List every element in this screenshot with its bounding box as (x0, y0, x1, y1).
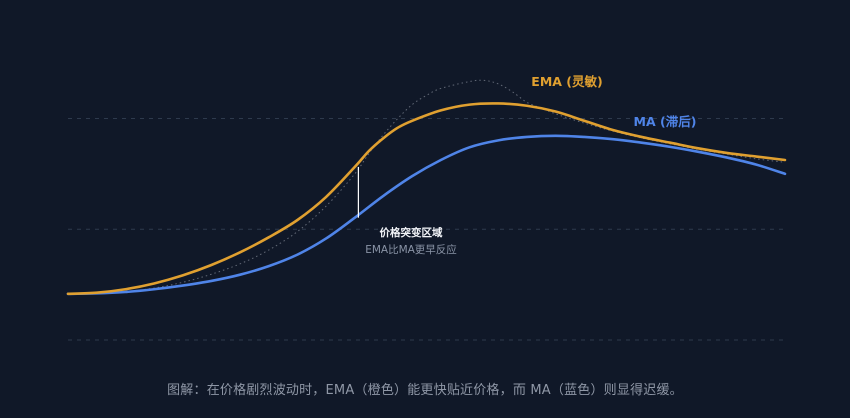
series-labels: EMA (灵敏) MA (滞后) (531, 74, 696, 129)
lines (66, 79, 787, 296)
annotation-subtitle: EMA比MA更早反应 (365, 243, 457, 256)
annotation: 价格突变区域 EMA比MA更早反应 (357, 166, 457, 256)
series-line-price (67, 79, 786, 295)
series-line-ma (66, 134, 787, 296)
series-label-ema: EMA (灵敏) (531, 74, 602, 89)
series-label-ma: MA (滞后) (634, 114, 697, 129)
caption: 图解：在价格剧烈波动时，EMA（橙色）能更快贴近价格，而 MA（蓝色）则显得迟缓… (167, 383, 683, 398)
grid (68, 117, 785, 341)
series-line-ema (66, 102, 787, 296)
annotation-title: 价格突变区域 (380, 226, 443, 239)
